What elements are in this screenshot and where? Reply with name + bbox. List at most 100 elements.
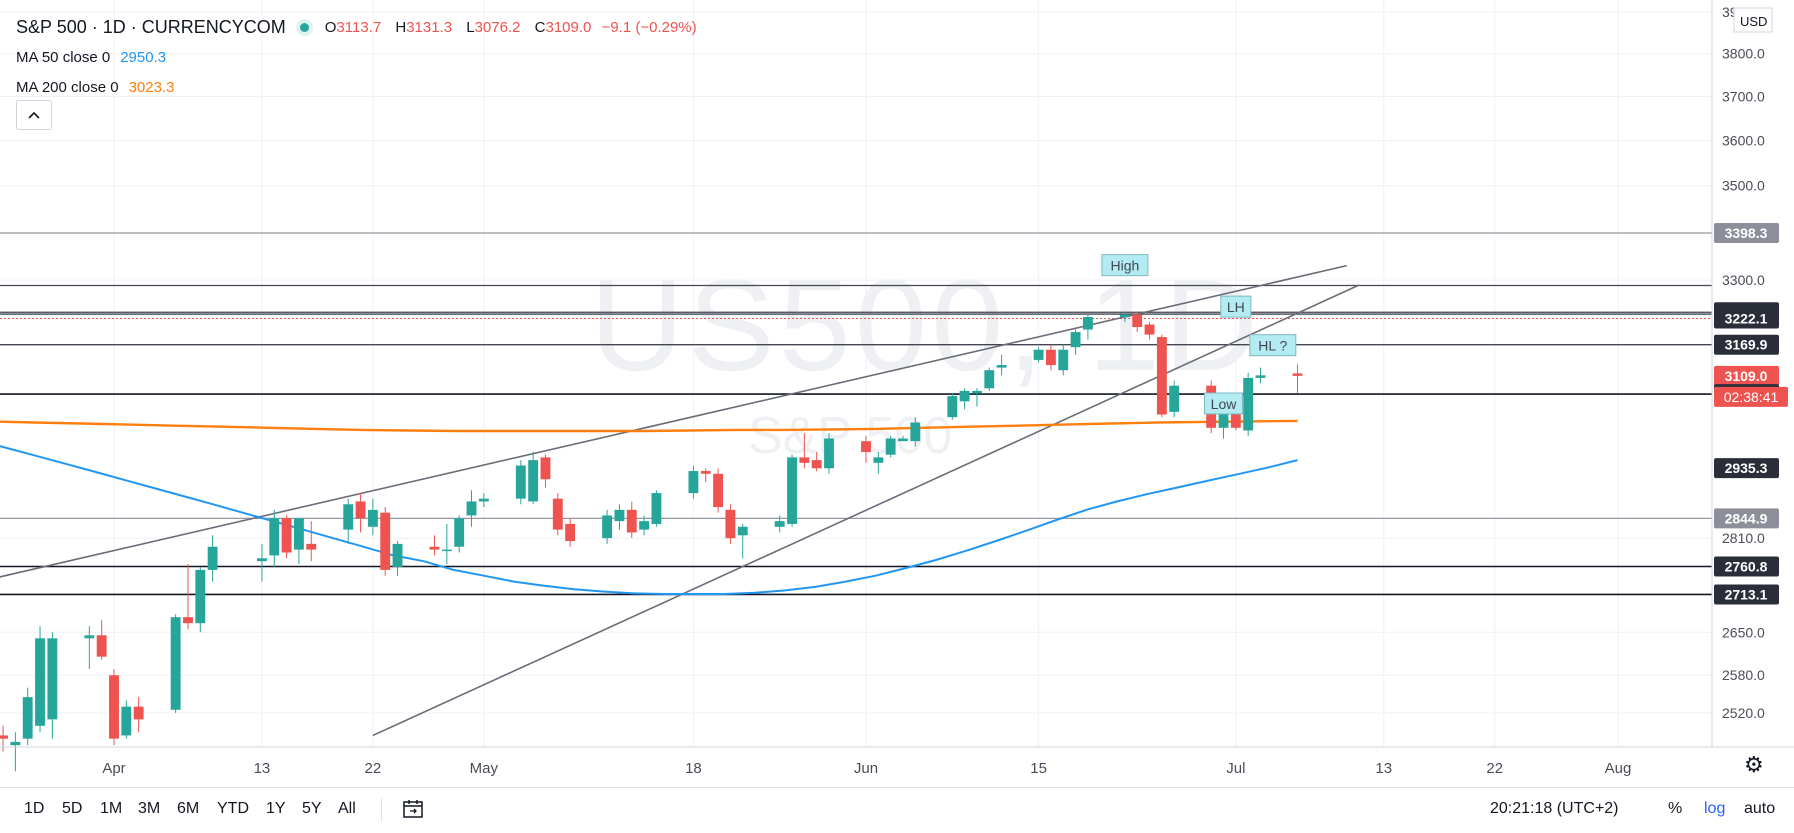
collapse-legend-button[interactable] — [16, 100, 52, 130]
price-axis-label-text: 2760.8 — [1725, 559, 1768, 575]
range-6m-button[interactable]: 6M — [177, 800, 200, 817]
candle-body — [1292, 373, 1303, 376]
candle — [688, 465, 699, 499]
candle — [959, 388, 970, 410]
candle — [885, 435, 896, 458]
candle-body — [380, 512, 391, 570]
candle — [1058, 344, 1069, 376]
range-all-button[interactable]: All — [338, 800, 356, 817]
chart-settings-gear-icon[interactable]: ⚙ — [1744, 752, 1764, 777]
candle-body — [170, 617, 181, 710]
candle-body — [626, 509, 637, 533]
time-tick-label: 22 — [1486, 760, 1503, 777]
candle — [441, 523, 452, 565]
ma50-label[interactable]: MA 50 close 0 — [16, 48, 111, 66]
market-status-icon — [299, 22, 309, 32]
annotation-low: Low — [1204, 392, 1244, 415]
candle — [257, 543, 267, 582]
candle — [910, 417, 921, 447]
range-1d-button[interactable]: 1D — [24, 800, 45, 817]
candle-body — [1156, 337, 1167, 415]
time-tick-label: May — [470, 760, 499, 777]
candle — [84, 626, 95, 670]
price-axis-label-text: 2713.1 — [1725, 586, 1768, 602]
candle — [552, 493, 563, 536]
log-scale-toggle[interactable]: log — [1704, 800, 1726, 817]
candle — [898, 435, 908, 442]
timezone-clock[interactable]: 20:21:18 (UTC+2) — [1490, 800, 1619, 817]
candle-body — [1082, 317, 1093, 330]
candle — [713, 468, 723, 513]
candle — [121, 700, 132, 739]
candle-body — [996, 365, 1007, 368]
candle-body — [269, 518, 280, 556]
candle-body — [910, 422, 921, 442]
range-3m-button[interactable]: 3M — [138, 800, 161, 817]
auto-scale-toggle[interactable]: auto — [1744, 800, 1776, 817]
candle-body — [367, 509, 378, 527]
range-ytd-button[interactable]: YTD — [217, 800, 249, 817]
candle — [725, 504, 736, 544]
range-5y-button[interactable]: 5Y — [302, 800, 322, 817]
candle — [207, 535, 218, 582]
candle — [96, 620, 107, 660]
candle-body — [257, 558, 267, 562]
annotation-lh-text: LH — [1227, 299, 1245, 315]
price-axis-label-text: 3169.9 — [1725, 337, 1768, 353]
time-tick-label: Jul — [1226, 760, 1245, 777]
range-5d-button[interactable]: 5D — [62, 800, 83, 817]
price-axis-label-text: 2935.3 — [1725, 460, 1768, 476]
candle — [367, 498, 378, 536]
range-1m-button[interactable]: 1M — [100, 800, 123, 817]
candle — [1156, 334, 1167, 418]
candle — [774, 515, 785, 533]
price-axis-label-text: 3109.0 — [1725, 368, 1768, 384]
candle-body — [121, 706, 132, 736]
close-key: C — [534, 18, 546, 36]
candle — [1045, 344, 1056, 371]
candle — [183, 564, 193, 630]
candle — [639, 515, 650, 536]
range-1y-button[interactable]: 1Y — [266, 800, 286, 817]
time-tick-label: 15 — [1030, 760, 1047, 777]
price-axis-label: 3169.9 — [1714, 334, 1779, 355]
candle — [478, 493, 489, 508]
bottom-toolbar: 1D 5D 1M 3M 6M YTD 1Y 5Y All 20:21:18 (U… — [0, 787, 1794, 833]
go-to-date-calendar-icon[interactable] — [402, 798, 424, 820]
price-tick-label: 2650.0 — [1722, 624, 1765, 640]
candle — [565, 518, 576, 547]
ma200-label[interactable]: MA 200 close 0 — [16, 78, 119, 96]
annotation-low-text: Low — [1211, 396, 1238, 412]
candle — [306, 521, 317, 562]
candle-body — [787, 457, 797, 524]
candle — [602, 509, 613, 544]
candle-body — [1033, 349, 1044, 360]
candle-body — [281, 518, 292, 553]
candle-body — [713, 473, 723, 508]
candle — [1119, 312, 1130, 323]
price-axis-label-box — [1714, 334, 1779, 355]
candle — [540, 454, 551, 488]
annotation-low-box — [1204, 392, 1244, 415]
candle-body — [454, 518, 465, 547]
symbol-title[interactable]: S&P 500 · 1D · CURRENCYCOM — [16, 16, 286, 37]
annotation-high-box — [1101, 254, 1149, 277]
annotation-high-text: High — [1110, 258, 1139, 274]
candle — [626, 501, 637, 539]
price-tick-label: 3300.0 — [1722, 272, 1765, 288]
price-axis-label-text: 3222.1 — [1725, 310, 1768, 326]
candle — [873, 451, 884, 474]
ma200-line — [0, 419, 1298, 433]
candle-body — [602, 515, 613, 539]
percent-scale-toggle[interactable]: % — [1668, 800, 1683, 817]
candle-body — [873, 457, 884, 463]
candle-body — [1045, 349, 1056, 366]
candle-body — [183, 617, 193, 624]
candle-body — [1070, 332, 1081, 348]
close-value: 3109.0 — [545, 18, 592, 36]
candle-body — [392, 543, 403, 567]
high-key: H — [395, 18, 407, 36]
candle-body — [10, 741, 21, 746]
candle-body — [528, 460, 539, 502]
